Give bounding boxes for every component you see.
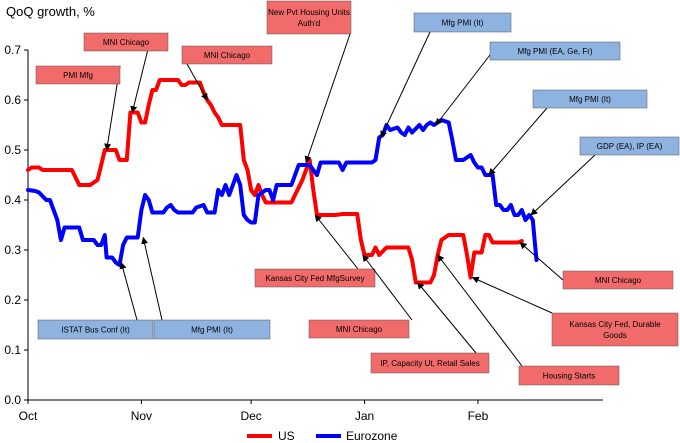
annotation-callout: Kansas City Fed, Durable Goods (471, 276, 679, 347)
annotation-box (308, 319, 410, 339)
annotation-box (532, 89, 648, 109)
annotation-arrow (435, 41, 501, 126)
x-tick-label: Oct (19, 409, 38, 423)
annotation-arrow (362, 254, 413, 321)
annotation-box (83, 32, 169, 52)
annotation-label: GDP (EA), IP (EA) (597, 142, 663, 151)
annotation-label: PMI Mfg (63, 71, 93, 80)
annotation-label: Kansas City Fed, Durable (569, 320, 661, 329)
x-tick-label: Dec (240, 409, 261, 423)
annotation-callout: Kansas City Fed MfgSurvey (254, 214, 376, 288)
annotation-callout: Mfg PMI (It) (488, 89, 648, 176)
annotation-callout: Mfg PMI (EA, Ge, Fr) (435, 41, 621, 126)
annotation-label: IP, Capacity Ut, Retail Sales (380, 359, 479, 368)
axes: 0.0 0.1 0.2 0.3 0.4 0.5 0.6 0.7 Oct Nov Dec Jan Feb (4, 43, 603, 423)
annotation-box (518, 365, 620, 386)
annotation-label: Auth'd (298, 19, 320, 28)
annotation-box (413, 12, 512, 33)
annotation-callout: New Pvt Housing Units Auth'd (266, 0, 352, 164)
y-tick-label: 0.4 (4, 193, 21, 207)
annotation-label: MNI Chicago (103, 38, 150, 47)
annotation-label: Mfg PMI (EA, Ge, Fr) (517, 47, 592, 56)
annotation-callout: Mfg PMI (It) (141, 236, 271, 340)
annotation-callout: PMI Mfg (35, 65, 121, 151)
annotation-arrow (417, 281, 477, 354)
series-line-eurozone (26, 118, 539, 267)
annotation-callout: MNI Chicago (181, 45, 273, 101)
annotation-label: ISTAT Bus Conf (It) (61, 326, 130, 335)
annotation-label: MNI Chicago (595, 276, 642, 285)
annotation-arrow (437, 254, 523, 367)
annotation-label: MNI Chicago (204, 51, 251, 60)
annotation-label: Goods (603, 331, 627, 340)
annotation-arrow (314, 214, 359, 270)
annotation-callout: Mfg PMI (It) (380, 12, 512, 139)
annotation-box (579, 136, 680, 156)
annotation-arrow (119, 261, 138, 321)
annotation-label: New Pvt Housing Units (268, 8, 350, 17)
series-layer (26, 78, 539, 285)
annotation-callout: IP, Capacity Ut, Retail Sales (370, 281, 490, 374)
annotation-arrow (141, 236, 163, 321)
annotation-arrow (530, 154, 596, 216)
x-tick-label: Feb (468, 409, 489, 423)
legend-label: US (278, 429, 295, 443)
y-tick-label: 0.7 (4, 43, 21, 57)
annotation-box (153, 319, 271, 340)
annotation-label: Mfg PMI (It) (569, 95, 611, 104)
annotation-box (37, 319, 154, 340)
y-tick-label: 0.1 (4, 343, 21, 357)
annotation-box (562, 270, 674, 290)
legend: US Eurozone (247, 429, 398, 443)
annotation-callout: MNI Chicago (519, 242, 674, 290)
y-tick-label: 0.6 (4, 93, 21, 107)
annotation-label: MNI Chicago (336, 325, 383, 334)
annotation-box (254, 268, 376, 288)
legend-label: Eurozone (346, 429, 398, 443)
annotation-arrow (488, 107, 548, 176)
y-tick-label: 0.0 (4, 393, 21, 407)
annotation-box (35, 65, 121, 85)
chart-title: QoQ growth, % (6, 4, 95, 19)
annotation-arrow (519, 242, 564, 281)
annotation-box (266, 0, 352, 35)
annotation-label: Mfg PMI (It) (442, 19, 484, 28)
annotation-callout: MNI Chicago (83, 32, 169, 114)
x-tick-label: Nov (131, 409, 152, 423)
annotation-callout: MNI Chicago (308, 254, 413, 339)
annotation-arrow (304, 33, 351, 164)
annotation-layer: MNI Chicago PMI Mfg MNI Chicago New Pvt Hou… (35, 0, 680, 386)
y-tick-label: 0.5 (4, 143, 21, 157)
annotation-box (489, 41, 621, 61)
annotation-label: Kansas City Fed MfgSurvey (265, 274, 364, 283)
annotation-box (181, 45, 273, 65)
series-line-us (26, 78, 524, 285)
y-tick-label: 0.3 (4, 243, 21, 257)
annotation-callout: ISTAT Bus Conf (It) (37, 261, 154, 340)
annotation-label: Mfg PMI (It) (191, 326, 233, 335)
x-tick-label: Jan (355, 409, 374, 423)
annotation-arrow (380, 31, 431, 139)
y-tick-label: 0.2 (4, 293, 21, 307)
annotation-box (370, 352, 490, 374)
annotation-arrow (471, 276, 553, 314)
annotation-box (551, 312, 679, 347)
annotation-callout: Housing Starts (437, 254, 620, 386)
annotation-callout: GDP (EA), IP (EA) (530, 136, 680, 216)
annotation-label: Housing Starts (543, 372, 595, 381)
